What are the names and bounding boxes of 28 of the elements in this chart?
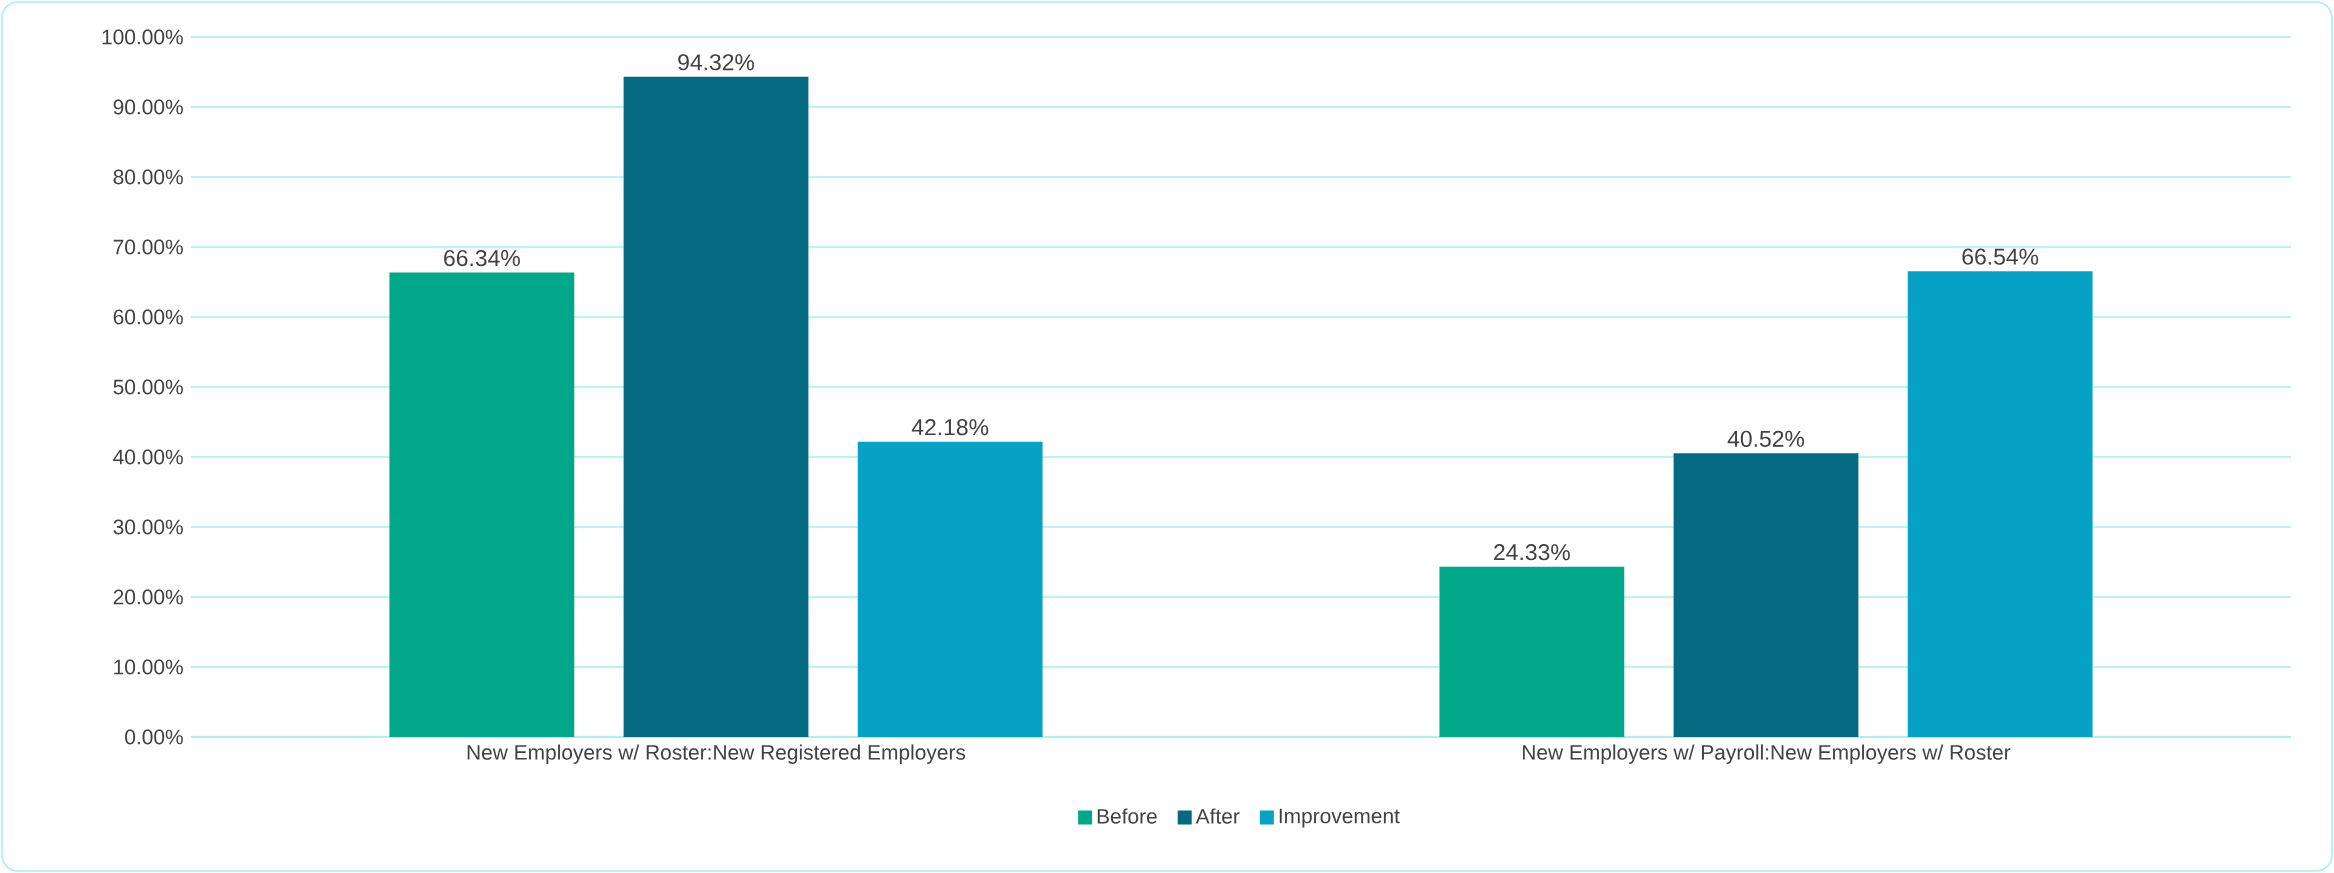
y-tick-label: 70.00% <box>113 239 183 255</box>
y-tick-label: 0.00% <box>125 729 183 745</box>
y-tick-label: 60.00% <box>113 309 183 325</box>
bar <box>1907 271 2093 737</box>
x-tick-label: New Employers w/ Payroll:New Employers w/ Roster <box>1522 744 2011 764</box>
bar <box>389 272 575 737</box>
bar <box>623 76 809 737</box>
bar <box>1439 566 1625 737</box>
y-tick-label: 80.00% <box>113 169 183 185</box>
y-tick-label: 10.00% <box>114 659 183 675</box>
data-label: 24.33% <box>1494 544 1570 561</box>
bar <box>1673 453 1859 737</box>
y-tick-label: 90.00% <box>113 99 183 115</box>
data-label: 94.32% <box>678 54 755 71</box>
x-tick-label: New Employers w/ Roster:New Registered Employers <box>467 744 966 764</box>
y-tick-label: 100.00% <box>102 29 183 45</box>
data-label: 66.54% <box>1962 248 2039 265</box>
data-label: 40.52% <box>1727 430 1805 447</box>
legend-label: After <box>1195 808 1240 824</box>
bar <box>857 441 1043 737</box>
legend-label: Before <box>1097 808 1157 824</box>
y-tick-label: 50.00% <box>113 379 183 395</box>
data-label: 66.34% <box>444 249 520 267</box>
y-tick-label: 30.00% <box>113 519 183 535</box>
y-tick-label: 20.00% <box>113 589 183 605</box>
y-tick-label: 40.00% <box>113 449 183 465</box>
legend-label: Improvement <box>1279 808 1400 828</box>
data-label: 42.18% <box>911 419 989 436</box>
